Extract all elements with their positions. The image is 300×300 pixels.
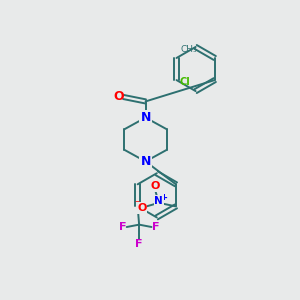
Text: F: F (119, 222, 126, 232)
Text: O: O (151, 182, 160, 191)
Text: O: O (113, 90, 124, 103)
Text: N: N (154, 196, 163, 206)
Text: O: O (137, 203, 146, 213)
Text: Cl: Cl (179, 76, 190, 86)
Text: N: N (140, 155, 151, 168)
Text: F: F (152, 222, 159, 232)
Text: ⁻: ⁻ (134, 199, 140, 209)
Text: CH₃: CH₃ (180, 46, 197, 55)
Text: F: F (135, 239, 143, 249)
Text: +: + (160, 193, 168, 202)
Text: N: N (140, 111, 151, 124)
Text: N: N (140, 111, 151, 124)
